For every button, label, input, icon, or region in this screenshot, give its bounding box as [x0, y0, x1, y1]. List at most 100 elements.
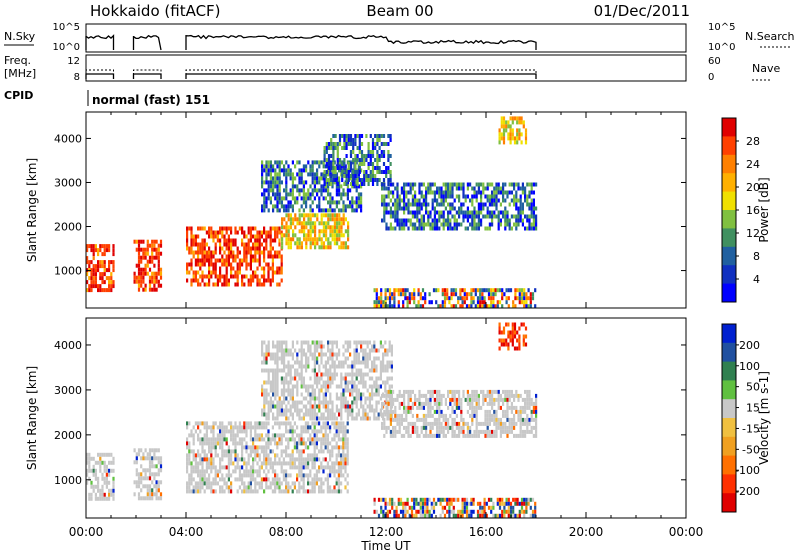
data-cell — [386, 304, 389, 309]
data-cell — [203, 433, 206, 438]
data-cell — [327, 376, 330, 381]
data-cell — [227, 445, 230, 450]
data-cell — [424, 513, 427, 518]
data-cell — [294, 233, 297, 238]
data-cell — [486, 413, 489, 418]
data-cell — [232, 274, 235, 279]
data-cell — [205, 274, 208, 279]
data-cell — [315, 429, 318, 434]
data-cell — [110, 272, 113, 277]
data-cell — [513, 186, 516, 191]
data-cell — [247, 489, 250, 494]
data-cell — [304, 425, 307, 430]
data-cell — [483, 509, 486, 514]
data-cell — [535, 214, 538, 219]
data-cell — [108, 452, 111, 457]
data-cell — [513, 198, 516, 203]
data-cell — [496, 513, 499, 518]
data-cell — [483, 513, 486, 518]
data-cell — [493, 194, 496, 199]
data-cell — [403, 393, 406, 398]
data-cell — [340, 380, 343, 385]
data-cell — [241, 465, 244, 470]
data-cell — [443, 296, 447, 301]
data-cell — [276, 485, 279, 490]
data-cell — [326, 433, 329, 438]
data-cell — [360, 416, 363, 421]
data-cell — [265, 278, 268, 283]
data-cell — [385, 170, 388, 174]
data-cell — [413, 497, 416, 502]
data-cell — [340, 241, 343, 246]
data-cell — [342, 352, 345, 357]
data-cell — [212, 477, 215, 482]
data-cell — [438, 186, 441, 191]
data-cell — [108, 244, 111, 249]
data-cell — [258, 246, 261, 251]
data-cell — [326, 441, 329, 446]
data-cell — [451, 429, 454, 434]
data-cell — [429, 397, 432, 402]
data-cell — [514, 304, 517, 309]
data-cell — [103, 496, 106, 501]
data-cell — [468, 509, 471, 514]
data-cell — [518, 120, 521, 125]
data-cell — [405, 425, 408, 430]
data-cell — [380, 509, 383, 514]
data-cell — [340, 221, 343, 226]
data-cell — [230, 270, 233, 275]
data-cell — [285, 176, 288, 181]
data-cell — [197, 262, 200, 267]
data-cell — [349, 364, 352, 369]
data-cell — [483, 501, 486, 506]
colorbar-tick-label: 28 — [746, 135, 760, 148]
data-cell — [241, 457, 244, 462]
data-cell — [425, 397, 428, 402]
data-cell — [488, 393, 491, 398]
data-cell — [378, 146, 381, 150]
data-cell — [212, 433, 215, 438]
data-cell — [298, 400, 301, 405]
data-cell — [329, 192, 332, 197]
data-cell — [402, 288, 405, 293]
data-cell — [97, 252, 100, 257]
data-cell — [208, 425, 211, 430]
data-cell — [502, 116, 506, 121]
data-cell — [285, 437, 288, 442]
data-cell — [374, 166, 377, 170]
data-cell — [364, 400, 367, 405]
data-cell — [438, 190, 441, 195]
data-cell — [380, 142, 383, 146]
data-cell — [479, 300, 482, 305]
data-cell — [420, 429, 423, 434]
data-cell — [329, 376, 332, 381]
data-cell — [364, 356, 367, 361]
data-cell — [281, 221, 284, 226]
data-cell — [358, 142, 361, 146]
data-cell — [278, 176, 281, 181]
data-cell — [420, 202, 423, 207]
data-cell — [346, 453, 349, 458]
data-cell — [327, 192, 330, 197]
data-cell — [435, 288, 438, 293]
data-cell — [298, 364, 301, 369]
data-cell — [421, 288, 425, 293]
data-cell — [429, 421, 432, 426]
data-cell — [265, 242, 268, 247]
data-cell — [477, 186, 480, 191]
data-cell — [535, 401, 538, 406]
data-cell — [92, 284, 95, 289]
data-cell — [99, 452, 102, 457]
data-cell — [280, 481, 283, 486]
data-cell — [155, 239, 158, 244]
data-cell — [322, 229, 325, 234]
data-cell — [480, 218, 483, 223]
data-cell — [263, 226, 266, 231]
data-cell — [208, 234, 211, 239]
data-cell — [140, 496, 143, 501]
data-cell — [146, 476, 149, 481]
data-cell — [101, 484, 104, 489]
data-cell — [283, 376, 286, 381]
data-cell — [313, 196, 316, 201]
data-cell — [333, 489, 336, 494]
